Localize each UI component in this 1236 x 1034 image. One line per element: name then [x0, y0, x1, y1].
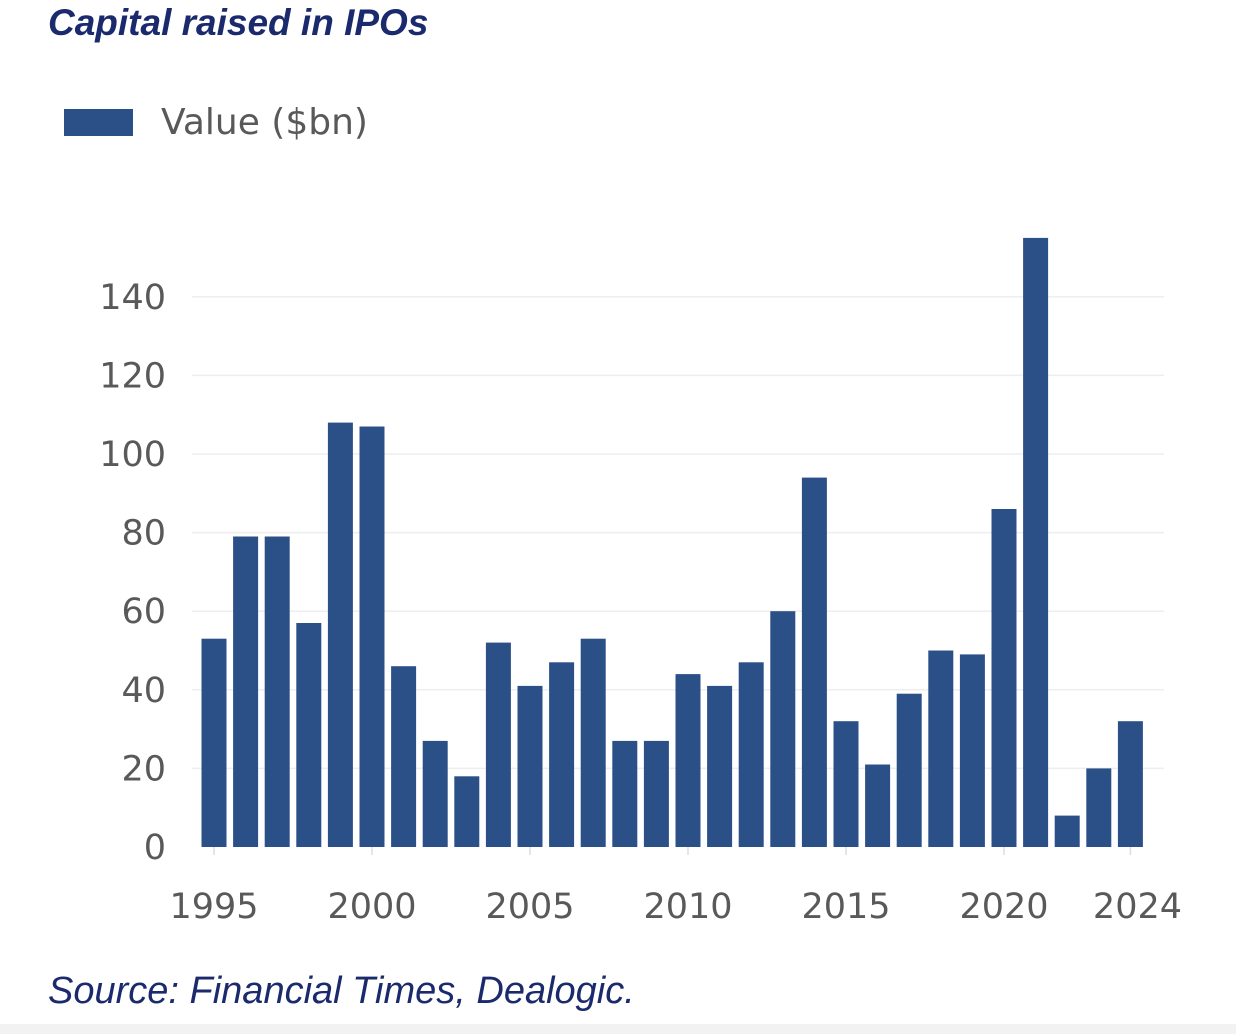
bar-1998 — [296, 623, 322, 847]
y-tick-label: 120 — [99, 356, 166, 396]
chart-legend: Value ($bn) — [64, 102, 368, 143]
bar-2013 — [770, 611, 796, 847]
x-axis: 1995 2000 2005 2010 2015 2020 2024 — [169, 847, 1182, 927]
bar-2008 — [612, 740, 638, 847]
y-tick-label: 140 — [99, 278, 166, 318]
y-tick-label: 0 — [144, 828, 166, 868]
bar-2005 — [517, 685, 543, 847]
bar-2012 — [738, 662, 764, 847]
bar-2003 — [454, 776, 480, 847]
bars — [201, 237, 1143, 847]
bar-2010 — [675, 674, 701, 847]
bar-2002 — [422, 740, 448, 847]
bar-1995 — [201, 638, 227, 847]
bar-2017 — [896, 693, 922, 847]
bar-2019 — [959, 654, 985, 847]
legend-swatch — [64, 109, 133, 136]
y-axis: 0 20 40 60 80 100 120 140 — [99, 278, 166, 868]
bar-2000 — [359, 426, 385, 847]
bar-2001 — [391, 666, 417, 847]
bar-2024 — [1117, 721, 1143, 847]
bar-2004 — [485, 642, 511, 847]
bar-2011 — [707, 685, 733, 847]
bar-1996 — [233, 536, 259, 847]
bar-2015 — [833, 721, 859, 847]
x-tick-label: 2005 — [485, 887, 574, 927]
bar-2014 — [801, 477, 827, 847]
bar-2023 — [1086, 768, 1112, 847]
x-tick-label: 2000 — [327, 887, 416, 927]
bar-2022 — [1054, 815, 1080, 847]
x-tick-label: 2010 — [643, 887, 732, 927]
chart-title: Capital raised in IPOs — [48, 2, 429, 43]
x-tick-label: 2015 — [801, 887, 890, 927]
y-tick-label: 80 — [121, 514, 166, 554]
y-tick-label: 20 — [121, 749, 166, 789]
bar-2018 — [928, 650, 954, 847]
x-tick-label: 1995 — [169, 887, 258, 927]
bar-2009 — [643, 740, 669, 847]
bar-2007 — [580, 638, 606, 847]
legend-label: Value ($bn) — [161, 102, 368, 143]
y-tick-label: 40 — [121, 671, 166, 711]
bar-2016 — [865, 764, 891, 847]
bottom-strip — [0, 1024, 1236, 1034]
bar-2021 — [1023, 237, 1049, 847]
x-tick-label: 2024 — [1093, 887, 1182, 927]
y-tick-label: 100 — [99, 435, 166, 475]
source-note: Source: Financial Times, Dealogic. — [48, 970, 635, 1012]
bar-2020 — [991, 509, 1017, 847]
bar-1999 — [327, 422, 353, 847]
bar-1997 — [264, 536, 290, 847]
bar-2006 — [549, 662, 575, 847]
y-tick-label: 60 — [121, 592, 166, 632]
x-tick-label: 2020 — [959, 887, 1048, 927]
